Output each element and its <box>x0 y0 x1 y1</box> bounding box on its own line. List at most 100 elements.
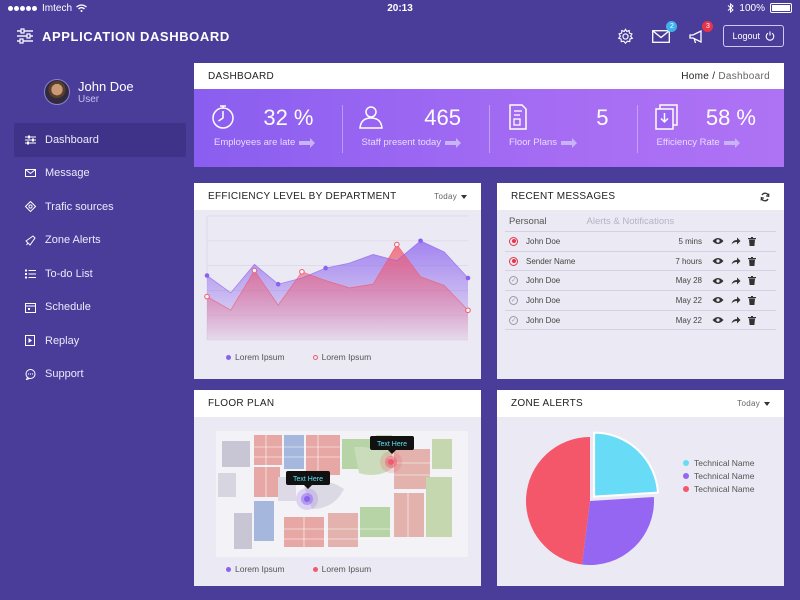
forward-icon[interactable] <box>731 277 741 285</box>
sidebar-item-label: Support <box>45 368 84 381</box>
message-row[interactable]: ✓ John Doe May 28 <box>505 271 776 292</box>
breadcrumb-separator: / <box>709 70 719 82</box>
stat-employees-late[interactable]: 32 % Employees are late <box>194 89 342 167</box>
panel-title: DASHBOARD <box>208 70 275 82</box>
map-grid-lines <box>254 435 430 547</box>
menu-sliders-icon[interactable] <box>16 28 34 44</box>
message-row[interactable]: John Doe 5 mins <box>505 232 776 252</box>
message-row[interactable]: ✓ John Doe May 22 <box>505 311 776 331</box>
chart-legend: Lorem Ipsum Lorem Ipsum <box>226 352 371 362</box>
forward-icon[interactable] <box>731 316 741 324</box>
stat-label: Employees are late <box>214 137 296 148</box>
series-2-point[interactable] <box>465 307 471 314</box>
legend-item: Technical Name <box>683 482 754 495</box>
sidebar-item-zone-alerts[interactable]: Zone Alerts <box>14 224 186 258</box>
stat-value: 5 <box>596 105 609 130</box>
pie-slice[interactable] <box>593 431 660 498</box>
series-1-point[interactable] <box>275 281 281 287</box>
wifi-icon <box>76 4 87 12</box>
efficiency-filter-dropdown[interactable]: Today <box>434 192 467 201</box>
series-2-point[interactable] <box>251 267 258 274</box>
power-icon <box>765 31 775 41</box>
sensor-marker-red[interactable] <box>380 451 402 473</box>
message-time: 5 mins <box>678 236 702 246</box>
callout-1-text: Text Here <box>293 476 323 483</box>
trash-icon[interactable] <box>748 295 756 305</box>
clock: 20:13 <box>387 2 413 14</box>
breadcrumb-home[interactable]: Home <box>681 70 710 82</box>
eye-icon[interactable] <box>712 257 724 265</box>
series-1-point[interactable] <box>465 275 471 281</box>
refresh-button[interactable] <box>760 192 770 202</box>
series-2-point[interactable] <box>204 293 210 300</box>
settings-button[interactable] <box>615 26 635 46</box>
trash-icon[interactable] <box>748 256 756 266</box>
zone-alerts-legend: Technical Name Technical Name Technical Na… <box>683 456 754 495</box>
forward-icon[interactable] <box>731 237 741 245</box>
tab-personal[interactable]: Personal <box>509 216 547 227</box>
series-2-area <box>207 244 468 340</box>
series-2-point[interactable] <box>394 241 400 248</box>
series-2-line <box>206 243 469 311</box>
series-1-point[interactable] <box>323 265 328 271</box>
floor-plan-panel: FLOOR PLAN <box>194 390 481 586</box>
message-row[interactable]: ✓ John Doe May 22 <box>505 291 776 311</box>
floor-plan-legend: Lorem Ipsum Lorem Ipsum <box>226 564 371 574</box>
sidebar-item-dashboard[interactable]: Dashboard <box>14 123 186 157</box>
panel-title: FLOOR PLAN <box>208 398 275 409</box>
staff-icon <box>358 106 383 129</box>
messages-button[interactable]: 2 <box>651 21 678 46</box>
trash-icon[interactable] <box>748 236 756 246</box>
stat-efficiency-rate[interactable]: 58 % Efficiency Rate <box>636 89 785 167</box>
chat-icon <box>24 368 36 380</box>
sidebar-item-label: Dashboard <box>45 133 99 146</box>
legend-item: Technical Name <box>683 456 754 469</box>
sensor-marker-purple[interactable] <box>296 488 318 510</box>
efficiency-icon <box>654 104 678 130</box>
message-row[interactable]: Sender Name 7 hours <box>505 252 776 272</box>
message-time: May 22 <box>675 315 702 325</box>
forward-icon[interactable] <box>731 257 741 265</box>
series-1-point[interactable] <box>418 238 423 244</box>
breadcrumb-current: Dashboard <box>718 70 770 82</box>
sidebar-item-support[interactable]: Support <box>14 358 186 392</box>
sidebar-item-traffic-sources[interactable]: Trafic sources <box>14 190 186 224</box>
callout-1: Text Here <box>286 471 330 489</box>
user-profile[interactable]: John Doe User <box>44 79 134 105</box>
pie-slice[interactable] <box>581 496 654 565</box>
sidebar-item-label: Replay <box>45 334 80 347</box>
sidebar-item-label: Zone Alerts <box>45 234 101 247</box>
floor-plan-map[interactable]: Text Here Text Here <box>194 417 481 557</box>
forward-icon[interactable] <box>731 296 741 304</box>
efficiency-area-chart <box>204 215 471 341</box>
sidebar-item-todo-list[interactable]: To-do List <box>14 257 186 291</box>
sidebar-item-schedule[interactable]: Schedule <box>14 291 186 325</box>
series-2-point[interactable] <box>299 269 305 275</box>
legend-swatch <box>683 459 689 466</box>
logout-button[interactable]: Logout <box>723 25 784 47</box>
stat-staff-present[interactable]: 465 Staff present today <box>341 89 490 167</box>
unread-dot-icon <box>509 256 518 266</box>
stat-label: Floor Plans <box>509 137 558 148</box>
trash-icon[interactable] <box>748 315 756 325</box>
target-icon <box>24 201 36 213</box>
filter-label: Today <box>434 192 457 201</box>
pie-slice[interactable] <box>525 437 590 565</box>
alerts-button[interactable]: 3 <box>687 21 714 46</box>
legend-item-red: Lorem Ipsum <box>312 564 371 574</box>
legend-item-purple: Lorem Ipsum <box>226 564 285 574</box>
stat-value: 465 <box>424 105 461 130</box>
eye-icon[interactable] <box>712 237 724 245</box>
stat-floor-plans[interactable]: 5 Floor Plans <box>489 89 637 167</box>
eye-icon[interactable] <box>712 316 724 324</box>
tab-alerts-notifications[interactable]: Alerts & Notifications <box>586 216 675 227</box>
sidebar-item-message[interactable]: Message <box>14 157 186 191</box>
eye-icon[interactable] <box>712 277 724 285</box>
sidebar-item-replay[interactable]: Replay <box>14 324 186 358</box>
series-1-point[interactable] <box>204 273 210 278</box>
message-sender: John Doe <box>526 295 561 305</box>
eye-icon[interactable] <box>712 296 724 304</box>
trash-icon[interactable] <box>748 276 756 286</box>
zone-filter-dropdown[interactable]: Today <box>737 399 770 408</box>
legend-item-series-2: Lorem Ipsum <box>312 352 371 362</box>
